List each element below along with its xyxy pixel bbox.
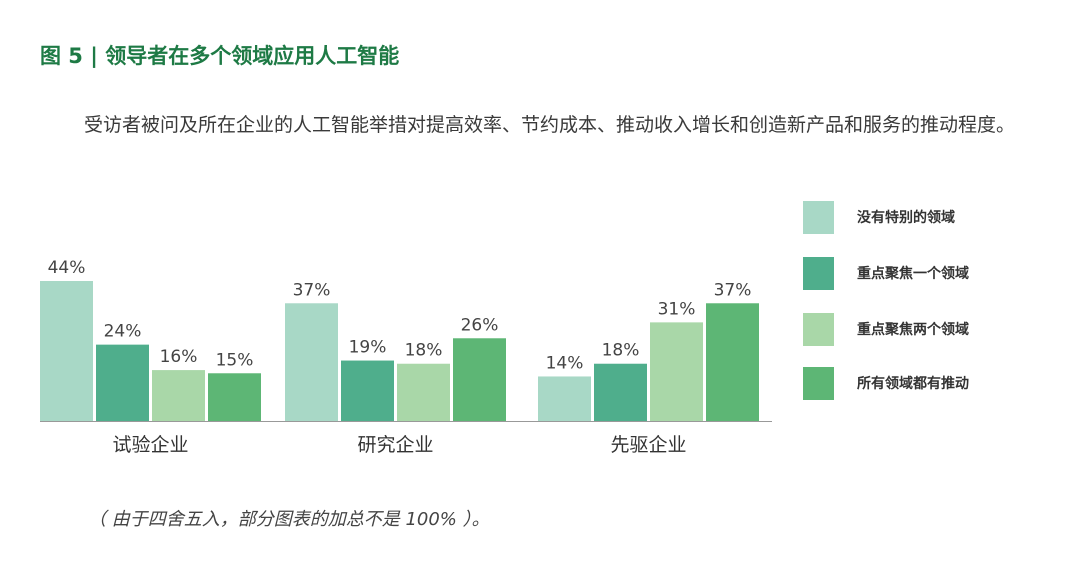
data-label: 16% [160,347,198,367]
legend-label: 重点聚焦一个领域 [857,266,969,282]
data-label: 24% [104,322,142,342]
bar [341,360,394,421]
data-label: 14% [546,353,584,373]
legend-label: 重点聚焦两个领域 [857,322,969,338]
bar [397,363,450,421]
chart-subtitle: 受访者被问及所在企业的人工智能举措对提高效率、节约成本、推动收入增长和创造新产品… [84,114,1016,136]
bar [152,370,205,421]
chart-title: 图 5 | 领导者在多个领域应用人工智能 [40,44,400,68]
legend-swatch [803,313,834,346]
data-label: 18% [602,341,640,361]
data-label: 15% [216,350,254,370]
data-label: 19% [349,338,387,358]
bar [285,303,338,421]
bar [538,376,591,421]
bar [594,363,647,421]
category-label: 先驱企业 [610,434,686,456]
legend-label: 所有领域都有推动 [857,376,969,392]
legend-swatch [803,367,834,400]
legend-swatch [803,201,834,234]
data-label: 44% [48,258,86,278]
category-label: 研究企业 [357,434,433,456]
data-label: 37% [714,280,752,300]
data-label: 26% [461,315,499,335]
legend-label: 没有特别的领域 [857,210,955,226]
bar [453,338,506,421]
data-label: 37% [293,280,331,300]
bar [40,281,93,421]
data-label: 31% [658,299,696,319]
category-label: 试验企业 [112,434,188,456]
footnote: （ 由于四舍五入，部分图表的加总不是 100% ）。 [88,509,490,530]
legend-swatch [803,257,834,290]
bar [706,303,759,421]
bar [650,322,703,421]
bar [208,373,261,421]
bar [96,344,149,421]
data-label: 18% [405,341,443,361]
